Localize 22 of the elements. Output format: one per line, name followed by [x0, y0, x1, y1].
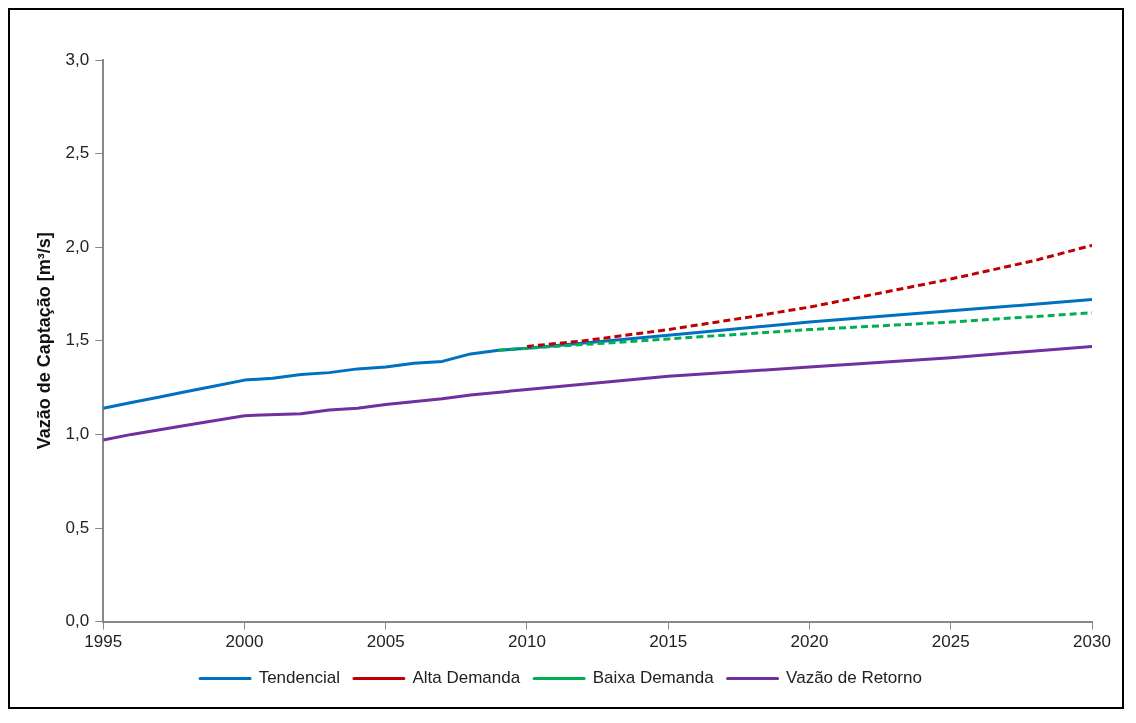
x-tick-label: 2015	[649, 632, 688, 652]
legend-label: Alta Demanda	[412, 668, 521, 688]
y-tick-label: 0,0	[65, 611, 90, 631]
y-tick-label: 3,0	[65, 49, 90, 69]
x-tick-label: 2005	[366, 632, 405, 652]
legend-label: Tendencial	[258, 668, 340, 688]
legend-label: Vazão de Retorno	[786, 668, 922, 688]
y-tick-label: 1,0	[65, 424, 90, 444]
line-series	[525, 243, 1092, 348]
x-tick-label: 2020	[790, 632, 829, 652]
y-tick-label: 2,0	[65, 236, 90, 256]
y-tick-label: 0,5	[65, 517, 90, 537]
x-tick-label: 2000	[225, 632, 264, 652]
legend-label: Baixa Demanda	[592, 668, 715, 688]
x-tick-label: 2010	[508, 632, 546, 652]
line-series	[497, 311, 1092, 352]
y-axis-title: Vazão de Captação [m³/s]	[33, 232, 54, 450]
y-tick-label: 2,5	[65, 143, 90, 163]
x-tick-label: 2025	[931, 632, 970, 652]
x-tick-label: 1995	[84, 632, 123, 652]
x-tick-label: 2030	[1073, 632, 1111, 652]
y-tick-label: 1,5	[65, 330, 90, 350]
